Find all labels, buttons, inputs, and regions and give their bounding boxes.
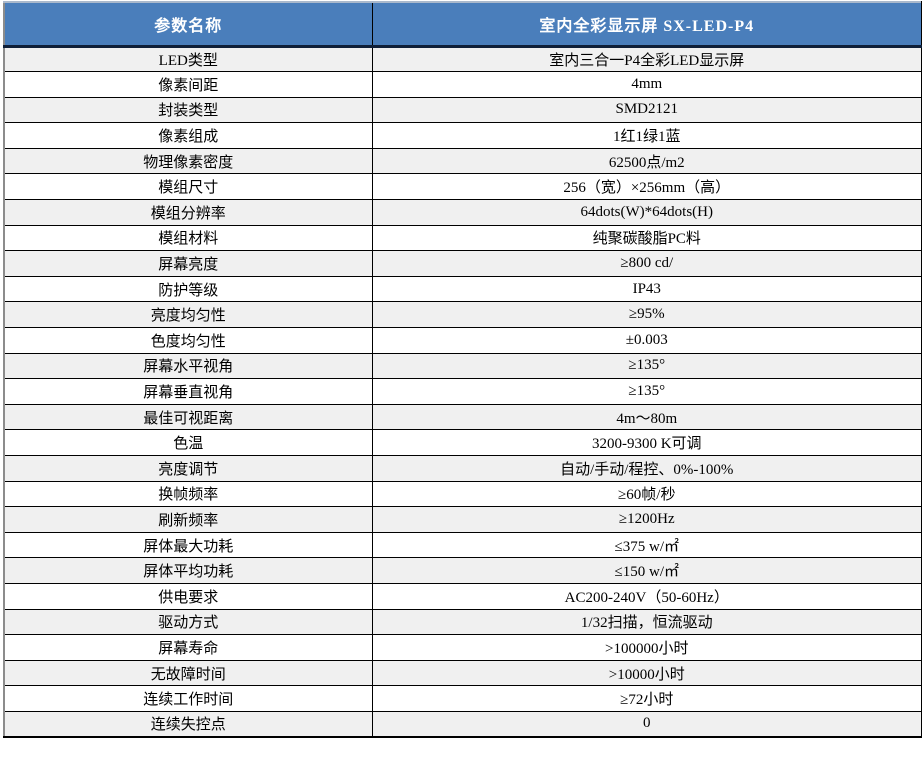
param-name-cell: 无故障时间 bbox=[3, 659, 373, 687]
param-value-cell: 自动/手动/程控、0%-100% bbox=[371, 455, 922, 482]
param-value-cell: ≥135° bbox=[371, 352, 922, 380]
param-value-cell: 4mm bbox=[371, 71, 922, 98]
param-name-cell: 屏幕水平视角 bbox=[3, 352, 373, 380]
param-name-cell: 模组分辨率 bbox=[3, 199, 373, 226]
table-row: 屏体平均功耗 ≤150 w/㎡ bbox=[3, 557, 922, 584]
table-row: 像素组成 1红1绿1蓝 bbox=[3, 122, 922, 149]
param-value-cell: ≥60帧/秒 bbox=[371, 480, 922, 508]
param-value-cell: IP43 bbox=[371, 275, 922, 303]
param-value-cell: 0 bbox=[371, 710, 922, 738]
param-name-cell: 色温 bbox=[3, 429, 373, 456]
param-name-cell: 连续失控点 bbox=[3, 710, 373, 738]
param-name-cell: 驱动方式 bbox=[3, 608, 373, 636]
param-value-cell: SMD2121 bbox=[371, 96, 922, 124]
table-row: 亮度调节 自动/手动/程控、0%-100% bbox=[3, 455, 922, 482]
table-row: 色度均匀性 ±0.003 bbox=[3, 327, 922, 354]
param-name-cell: 屏体平均功耗 bbox=[3, 557, 373, 584]
param-value-cell: ≥72小时 bbox=[371, 685, 922, 712]
param-name-cell: 最佳可视距离 bbox=[3, 403, 373, 431]
table-row: 封装类型 SMD2121 bbox=[3, 96, 922, 124]
table-row: 刷新频率 ≥1200Hz bbox=[3, 506, 922, 533]
header-param-name: 参数名称 bbox=[3, 1, 373, 48]
param-name-cell: 亮度均匀性 bbox=[3, 301, 373, 329]
param-value-cell: 3200-9300 K可调 bbox=[371, 429, 922, 456]
param-value-cell: 纯聚碳酸脂PC料 bbox=[371, 224, 922, 252]
table-row: 屏幕亮度 ≥800 cd/ bbox=[3, 250, 922, 277]
param-value-cell: 室内三合一P4全彩LED显示屏 bbox=[371, 45, 922, 73]
param-value-cell: 1/32扫描，恒流驱动 bbox=[371, 608, 922, 636]
param-value-cell: >100000小时 bbox=[371, 634, 922, 661]
table-row: 物理像素密度 62500点/m2 bbox=[3, 147, 922, 175]
param-value-cell: 1红1绿1蓝 bbox=[371, 122, 922, 149]
table-row: 屏幕寿命 >100000小时 bbox=[3, 634, 922, 661]
table-header-row: 参数名称 室内全彩显示屏 SX-LED-P4 bbox=[3, 1, 922, 48]
table-row: 像素间距 4mm bbox=[3, 71, 922, 98]
param-name-cell: 屏体最大功耗 bbox=[3, 531, 373, 559]
param-name-cell: 屏幕亮度 bbox=[3, 250, 373, 277]
param-name-cell: 连续工作时间 bbox=[3, 685, 373, 712]
param-value-cell: 64dots(W)*64dots(H) bbox=[371, 199, 922, 226]
param-name-cell: 色度均匀性 bbox=[3, 327, 373, 354]
param-name-cell: 模组尺寸 bbox=[3, 173, 373, 201]
param-value-cell: 256（宽）×256mm（高） bbox=[371, 173, 922, 201]
param-value-cell: 62500点/m2 bbox=[371, 147, 922, 175]
param-name-cell: 换帧频率 bbox=[3, 480, 373, 508]
param-value-cell: AC200-240V（50-60Hz） bbox=[371, 582, 922, 610]
param-value-cell: ≤150 w/㎡ bbox=[371, 557, 922, 584]
table-row: 供电要求 AC200-240V（50-60Hz） bbox=[3, 582, 922, 610]
param-name-cell: 供电要求 bbox=[3, 582, 373, 610]
param-name-cell: 封装类型 bbox=[3, 96, 373, 124]
table-row: 连续失控点 0 bbox=[3, 710, 922, 738]
param-name-cell: 防护等级 bbox=[3, 275, 373, 303]
spec-page: 参数名称 室内全彩显示屏 SX-LED-P4 LED类型 室内三合一P4全彩LE… bbox=[3, 1, 922, 739]
table-row: 防护等级 IP43 bbox=[3, 275, 922, 303]
param-value-cell: 4m～80m bbox=[371, 403, 922, 431]
param-value-cell: ≥135° bbox=[371, 378, 922, 405]
table-row: 模组尺寸 256（宽）×256mm（高） bbox=[3, 173, 922, 201]
param-name-cell: 物理像素密度 bbox=[3, 147, 373, 175]
table-row: 模组材料 纯聚碳酸脂PC料 bbox=[3, 224, 922, 252]
param-name-cell: 亮度调节 bbox=[3, 455, 373, 482]
table-row: 模组分辨率 64dots(W)*64dots(H) bbox=[3, 199, 922, 226]
param-name-cell: 屏幕寿命 bbox=[3, 634, 373, 661]
table-row: 亮度均匀性 ≥95% bbox=[3, 301, 922, 329]
table-row: 驱动方式 1/32扫描，恒流驱动 bbox=[3, 608, 922, 636]
param-value-cell: >10000小时 bbox=[371, 659, 922, 687]
table-row: 屏幕水平视角 ≥135° bbox=[3, 352, 922, 380]
param-value-cell: ≥1200Hz bbox=[371, 506, 922, 533]
param-value-cell: ≥95% bbox=[371, 301, 922, 329]
param-name-cell: 模组材料 bbox=[3, 224, 373, 252]
param-value-cell: ≥800 cd/ bbox=[371, 250, 922, 277]
table-row: 连续工作时间 ≥72小时 bbox=[3, 685, 922, 712]
table-row: LED类型 室内三合一P4全彩LED显示屏 bbox=[3, 45, 922, 73]
spec-table: 参数名称 室内全彩显示屏 SX-LED-P4 LED类型 室内三合一P4全彩LE… bbox=[3, 1, 922, 739]
table-row: 最佳可视距离 4m～80m bbox=[3, 403, 922, 431]
param-name-cell: LED类型 bbox=[3, 45, 373, 73]
table-row: 换帧频率 ≥60帧/秒 bbox=[3, 480, 922, 508]
param-name-cell: 刷新频率 bbox=[3, 506, 373, 533]
param-name-cell: 像素间距 bbox=[3, 71, 373, 98]
param-name-cell: 像素组成 bbox=[3, 122, 373, 149]
param-name-cell: 屏幕垂直视角 bbox=[3, 378, 373, 405]
table-row: 屏幕垂直视角 ≥135° bbox=[3, 378, 922, 405]
param-value-cell: ≤375 w/㎡ bbox=[371, 531, 922, 559]
header-product-name: 室内全彩显示屏 SX-LED-P4 bbox=[371, 1, 922, 48]
table-row: 屏体最大功耗 ≤375 w/㎡ bbox=[3, 531, 922, 559]
param-value-cell: ±0.003 bbox=[371, 327, 922, 354]
table-row: 色温 3200-9300 K可调 bbox=[3, 429, 922, 456]
table-row: 无故障时间 >10000小时 bbox=[3, 659, 922, 687]
